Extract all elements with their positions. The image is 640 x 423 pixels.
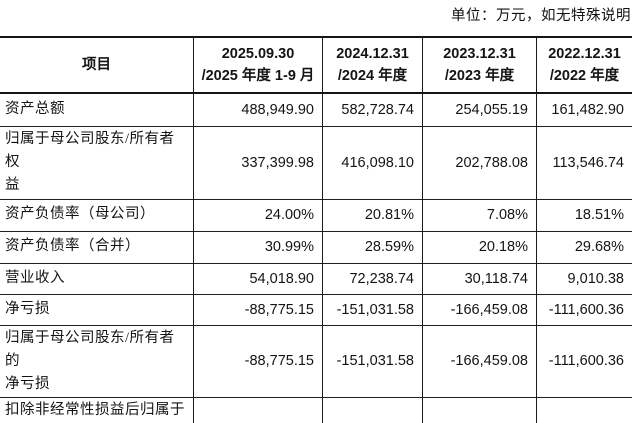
row-value: -150,269.38 — [322, 398, 422, 423]
table-row: 资产负债率（母公司） 24.00% 20.81% 7.08% 18.51% — [0, 199, 632, 232]
row-value: 582,728.74 — [322, 94, 422, 127]
column-header-line1: 项目 — [82, 56, 111, 73]
row-value: -166,459.08 — [422, 325, 536, 399]
row-value: 30.99% — [193, 231, 322, 264]
row-value: -114,968.76 — [536, 398, 632, 423]
column-header-line2: /2022 年度 — [549, 68, 620, 84]
table-row: 资产总额 488,949.90 582,728.74 254,055.19 161,48… — [0, 94, 632, 127]
table-header-row: 项目 2025.09.30 /2025 年度 1-9 月 2024.12.31 … — [0, 38, 632, 94]
row-value: 337,399.98 — [193, 127, 322, 200]
column-header-line1: 2023.12.31 — [443, 45, 516, 62]
table-row: 扣除非经常性损益后归属于 母公司股东/所有者的净亏损-91,213.06-150… — [0, 398, 632, 423]
row-value: 24.00% — [193, 199, 322, 232]
row-label: 资产总额 — [0, 94, 193, 127]
row-value: 113,546.74 — [536, 127, 632, 200]
row-value: -151,031.58 — [322, 325, 422, 399]
row-value: -156,668.54 — [422, 398, 536, 423]
row-value: 30,118.74 — [422, 263, 536, 295]
table-row: 净亏损 -88,775.15 -151,031.58 -166,459.08 -111,… — [0, 294, 632, 326]
row-value: -111,600.36 — [536, 294, 632, 326]
row-value: -91,213.06 — [193, 398, 322, 423]
column-header-line1: 2022.12.31 — [548, 45, 621, 62]
row-label: 资产负债率（母公司） — [0, 200, 193, 232]
financial-table: 项目 2025.09.30 /2025 年度 1-9 月 2024.12.31 … — [0, 36, 632, 423]
table-row: 营业收入 54,018.90 72,238.74 30,118.74 9,010.38 — [0, 263, 632, 295]
row-value: 416,098.10 — [322, 127, 422, 200]
row-label: 资产负债率（合并） — [0, 232, 193, 264]
row-value: 254,055.19 — [422, 94, 536, 127]
row-value: 202,788.08 — [422, 127, 536, 200]
row-value: 488,949.90 — [193, 94, 322, 127]
row-value: -151,031.58 — [322, 294, 422, 326]
row-value: 18.51% — [536, 199, 632, 232]
row-value: 72,238.74 — [322, 263, 422, 295]
column-header-line2: /2024 年度 — [337, 68, 408, 84]
table-body: 资产总额 488,949.90 582,728.74 254,055.19 161,48… — [0, 94, 632, 423]
row-value: 20.81% — [322, 199, 422, 232]
table-row: 归属于母公司股东/所有者的 净亏损 -88,775.15 -151,031.58 -1… — [0, 325, 632, 399]
column-header-line2: /2023 年度 — [444, 68, 515, 84]
row-value: -111,600.36 — [536, 325, 632, 399]
row-value: 29.68% — [536, 231, 632, 264]
row-value: 28.59% — [322, 231, 422, 264]
column-header-line1: 2025.09.30 — [221, 45, 295, 62]
row-label: 归属于母公司股东/所有者的 净亏损 — [0, 326, 193, 399]
column-header-item: 项目 — [0, 38, 193, 94]
column-header-2022: 2022.12.31 /2022 年度 — [536, 38, 632, 94]
column-header-line2: /2025 年度 1-9 月 — [201, 68, 315, 84]
row-value: 54,018.90 — [193, 263, 322, 295]
column-header-line1: 2024.12.31 — [336, 45, 409, 62]
row-value: 7.08% — [422, 199, 536, 232]
row-value: -88,775.15 — [193, 325, 322, 399]
row-value: 161,482.90 — [536, 94, 632, 127]
column-header-2025: 2025.09.30 /2025 年度 1-9 月 — [193, 38, 322, 94]
row-label: 归属于母公司股东/所有者权 益 — [0, 127, 193, 200]
row-value: 9,010.38 — [536, 263, 632, 295]
column-header-2023: 2023.12.31 /2023 年度 — [422, 38, 536, 94]
table-row: 归属于母公司股东/所有者权 益 337,399.98 416,098.10 202,7… — [0, 127, 632, 200]
row-value: 20.18% — [422, 231, 536, 264]
row-value: -88,775.15 — [193, 294, 322, 326]
table-row: 资产负债率（合并） 30.99% 28.59% 20.18% 29.68% — [0, 231, 632, 264]
row-label: 净亏损 — [0, 295, 193, 326]
unit-note: 单位：万元，如无特殊说明 — [451, 8, 631, 24]
row-value: -166,459.08 — [422, 294, 536, 326]
column-header-2024: 2024.12.31 /2024 年度 — [322, 38, 422, 94]
row-label: 营业收入 — [0, 264, 193, 295]
